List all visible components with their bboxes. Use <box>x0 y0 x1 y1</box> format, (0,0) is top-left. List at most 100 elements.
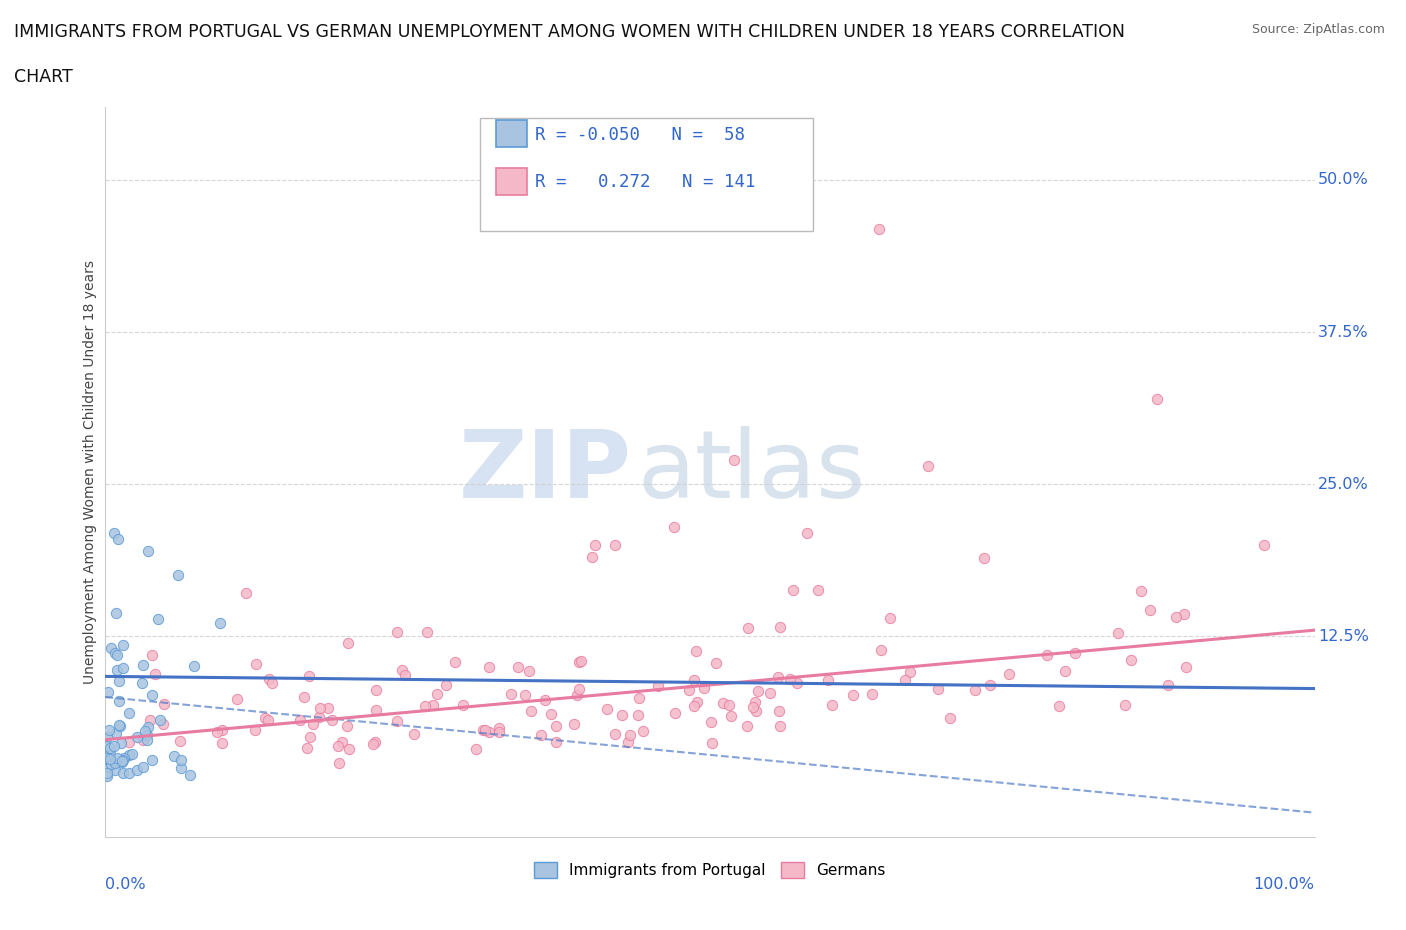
Point <box>96 738 118 753</box>
Text: R =   0.272   N = 141: R = 0.272 N = 141 <box>534 173 755 192</box>
Point <box>153 697 176 711</box>
Point <box>302 717 325 732</box>
Point <box>97 760 120 775</box>
Point <box>118 734 141 749</box>
Point <box>111 660 134 675</box>
Point <box>96 684 118 699</box>
Point <box>627 691 650 706</box>
Point <box>143 667 166 682</box>
Point <box>330 734 353 749</box>
Point <box>682 672 704 687</box>
Point <box>841 688 863 703</box>
Point <box>1114 698 1136 712</box>
Point <box>170 761 193 776</box>
Point <box>686 695 709 710</box>
Point <box>205 724 228 739</box>
Point <box>404 726 426 741</box>
Point <box>581 550 603 565</box>
Point <box>426 687 449 702</box>
Point <box>700 715 723 730</box>
Point <box>111 765 134 780</box>
Point <box>1173 606 1195 621</box>
Point <box>96 751 118 765</box>
Point <box>98 747 121 762</box>
Point <box>508 659 530 674</box>
Point <box>530 727 553 742</box>
Point <box>326 738 349 753</box>
Point <box>488 721 510 736</box>
Point <box>96 729 118 744</box>
Point <box>1129 584 1152 599</box>
Point <box>478 724 501 739</box>
Point <box>544 735 567 750</box>
Point <box>662 519 685 534</box>
Point <box>723 452 745 467</box>
Point <box>118 765 141 780</box>
Point <box>169 734 191 749</box>
Point <box>112 752 135 767</box>
Point <box>309 700 332 715</box>
Text: 37.5%: 37.5% <box>1319 325 1369 339</box>
Point <box>104 763 127 777</box>
Point <box>321 712 343 727</box>
Point <box>617 735 640 750</box>
Point <box>939 711 962 725</box>
Point <box>603 726 626 741</box>
Point <box>647 679 669 694</box>
Point <box>179 768 201 783</box>
Point <box>879 611 901 626</box>
Point <box>136 733 159 748</box>
Point <box>136 720 159 735</box>
Point <box>443 654 465 669</box>
Point <box>631 724 654 738</box>
Point <box>225 692 247 707</box>
Point <box>104 755 127 770</box>
Point <box>568 655 591 670</box>
Point <box>685 644 707 658</box>
Point <box>394 668 416 683</box>
Point <box>571 654 593 669</box>
Point <box>111 755 134 770</box>
Point <box>434 678 457 693</box>
Point <box>337 742 360 757</box>
Point <box>711 696 734 711</box>
Point <box>979 677 1001 692</box>
Point <box>132 759 155 774</box>
FancyBboxPatch shape <box>496 167 527 194</box>
Point <box>720 709 742 724</box>
Point <box>894 673 917 688</box>
Point <box>131 676 153 691</box>
Point <box>1047 698 1070 713</box>
Point <box>103 525 125 540</box>
Text: Source: ZipAtlas.com: Source: ZipAtlas.com <box>1251 23 1385 36</box>
Text: 25.0%: 25.0% <box>1319 477 1369 492</box>
Point <box>1253 538 1275 552</box>
Point <box>105 751 128 765</box>
Point <box>141 688 163 703</box>
Point <box>138 712 160 727</box>
Point <box>211 723 233 737</box>
Point <box>1146 392 1168 406</box>
Point <box>243 723 266 737</box>
Point <box>112 637 135 652</box>
Point <box>132 658 155 673</box>
Point <box>308 710 330 724</box>
Point <box>290 712 312 727</box>
Legend: Immigrants from Portugal, Germans: Immigrants from Portugal, Germans <box>529 856 891 884</box>
Point <box>704 656 727 671</box>
Point <box>136 544 159 559</box>
Point <box>328 756 350 771</box>
Point <box>1139 603 1161 618</box>
Point <box>769 619 792 634</box>
Point <box>416 624 439 639</box>
Point <box>768 704 790 719</box>
Point <box>125 730 148 745</box>
Point <box>107 531 129 546</box>
FancyBboxPatch shape <box>481 118 813 231</box>
Point <box>745 704 768 719</box>
Point <box>786 675 808 690</box>
Point <box>737 719 759 734</box>
Point <box>474 722 496 737</box>
Point <box>779 671 801 686</box>
Point <box>108 719 131 734</box>
